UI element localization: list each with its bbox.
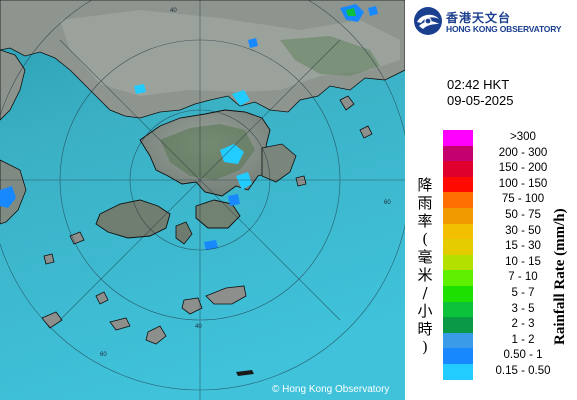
info-panel: 香港天文台 HONG KONG OBSERVATORY 02:42 HKT 09… bbox=[405, 0, 577, 400]
range-label-4: 60 bbox=[100, 352, 107, 358]
legend-label: 3 - 5 bbox=[511, 302, 535, 315]
south-island-6 bbox=[95, 291, 109, 305]
legend-swatch bbox=[443, 161, 473, 177]
radar-map[interactable]: 40 40 60 60 © Hong Kong Observatory bbox=[0, 0, 405, 400]
legend-swatch bbox=[443, 130, 473, 146]
legend-label: 1 - 2 bbox=[511, 333, 535, 346]
legend-swatch bbox=[443, 239, 473, 255]
legend-row: 30 - 50 bbox=[443, 223, 573, 240]
legend-row: 50 - 75 bbox=[443, 207, 573, 224]
legend-title-cn: 降雨率(毫米 / 小時) bbox=[417, 176, 433, 356]
range-label-1: 40 bbox=[170, 8, 177, 14]
legend-row: 7 - 10 bbox=[443, 270, 573, 286]
copyright-notice: © Hong Kong Observatory bbox=[272, 384, 390, 395]
legend-swatch bbox=[443, 317, 473, 333]
south-island-2 bbox=[181, 297, 203, 315]
hko-emblem-icon bbox=[414, 7, 442, 35]
west-island-2 bbox=[69, 231, 85, 245]
legend-swatch bbox=[443, 192, 473, 208]
east-island-3 bbox=[359, 125, 373, 139]
range-label-3: 60 bbox=[384, 200, 391, 206]
legend-label: 100 - 150 bbox=[498, 177, 548, 190]
radar-time: 02:42 HKT bbox=[447, 77, 510, 92]
legend-swatch bbox=[443, 207, 473, 224]
legend-row: >300 bbox=[443, 130, 573, 146]
legend-label: 50 - 75 bbox=[505, 208, 541, 221]
legend-swatch bbox=[443, 223, 473, 240]
south-island-5 bbox=[109, 317, 131, 331]
legend-row: 0.15 - 0.50 bbox=[443, 363, 573, 380]
legend-swatch bbox=[443, 363, 473, 380]
legend-label: 10 - 15 bbox=[505, 255, 541, 268]
rainfall-legend: >300 200 - 300 150 - 200 100 - 150 75 - 100 5… bbox=[443, 130, 573, 380]
mainland-highland bbox=[60, 10, 400, 96]
sai-kung-peninsula bbox=[261, 143, 297, 183]
legend-label: 30 - 50 bbox=[505, 224, 541, 237]
legend-row: 5 - 7 bbox=[443, 285, 573, 302]
legend-label: 0.15 - 0.50 bbox=[495, 364, 551, 377]
legend-row: 0.50 - 1 bbox=[443, 348, 573, 364]
org-name-cn: 香港天文台 bbox=[446, 11, 512, 25]
legend-label: 75 - 100 bbox=[501, 193, 545, 206]
legend-swatch bbox=[443, 348, 473, 364]
legend-label: 0.50 - 1 bbox=[503, 349, 543, 362]
legend-swatch bbox=[443, 254, 473, 271]
rain-echoes bbox=[0, 4, 378, 250]
legend-row: 1 - 2 bbox=[443, 332, 573, 349]
legend-swatch bbox=[443, 176, 473, 193]
legend-swatch bbox=[443, 332, 473, 349]
south-island-7 bbox=[236, 370, 254, 376]
legend-swatch bbox=[443, 270, 473, 286]
west-island-1 bbox=[43, 253, 55, 265]
mainland-green bbox=[280, 36, 380, 76]
hko-logo[interactable]: 香港天文台 HONG KONG OBSERVATORY bbox=[413, 6, 573, 38]
south-island-1 bbox=[205, 285, 247, 305]
legend-swatch bbox=[443, 301, 473, 318]
legend-swatch bbox=[443, 285, 473, 302]
radar-date: 09-05-2025 bbox=[447, 93, 514, 108]
range-rings bbox=[0, 0, 405, 400]
new-territories-green bbox=[160, 124, 255, 180]
range-label-2: 40 bbox=[195, 324, 202, 330]
south-island-3 bbox=[145, 325, 167, 345]
legend-row: 150 - 200 bbox=[443, 161, 573, 177]
legend-row: 75 - 100 bbox=[443, 192, 573, 208]
lamma-island bbox=[175, 221, 193, 245]
legend-label: 7 - 10 bbox=[508, 271, 538, 284]
legend-row: 15 - 30 bbox=[443, 239, 573, 255]
legend-label: 15 - 30 bbox=[505, 240, 541, 253]
org-name-en: HONG KONG OBSERVATORY bbox=[446, 24, 562, 34]
legend-label: 2 - 3 bbox=[511, 318, 535, 331]
legend-row: 200 - 300 bbox=[443, 145, 573, 162]
legend-row: 10 - 15 bbox=[443, 254, 573, 271]
east-island-2 bbox=[339, 95, 355, 111]
legend-label: 200 - 300 bbox=[498, 146, 548, 159]
east-island-1 bbox=[295, 175, 307, 187]
legend-row: 3 - 5 bbox=[443, 301, 573, 318]
hk-island bbox=[195, 199, 241, 229]
legend-label: 5 - 7 bbox=[511, 286, 535, 299]
legend-swatch bbox=[443, 145, 473, 162]
legend-row: 2 - 3 bbox=[443, 317, 573, 333]
legend-label: 150 - 200 bbox=[498, 162, 548, 175]
legend-label: >300 bbox=[510, 131, 536, 143]
legend-row: 100 - 150 bbox=[443, 176, 573, 193]
